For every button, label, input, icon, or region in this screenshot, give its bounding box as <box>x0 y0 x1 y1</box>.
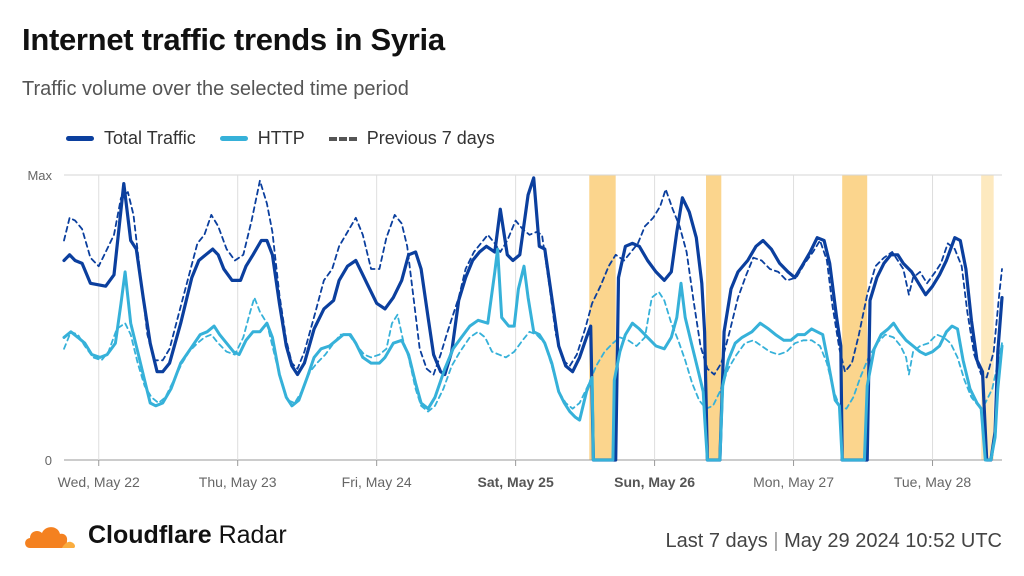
footer-meta: Last 7 days | May 29 2024 10:52 UTC <box>665 530 1002 553</box>
chart-title: Internet traffic trends in Syria <box>22 22 445 57</box>
outage-band-1 <box>706 175 722 460</box>
y-tick-label-max: Max <box>27 168 52 183</box>
date-range-label: Last 7 days <box>665 530 768 552</box>
series-line-previous-7-days-http <box>63 291 1003 413</box>
legend-label-total-traffic: Total Traffic <box>104 128 196 148</box>
legend-item-http[interactable]: HTTP <box>219 128 305 149</box>
x-tick-label-4: Sun, May 26 <box>614 474 695 490</box>
x-tick-label-2: Fri, May 24 <box>342 474 412 490</box>
series-line-total-traffic <box>62 176 1004 462</box>
cloudflare-logo-icon <box>25 526 75 548</box>
outage-band-2 <box>842 175 868 460</box>
x-tick-label-1: Thu, May 23 <box>199 474 277 490</box>
legend-swatch-http <box>219 136 248 141</box>
traffic-chart[interactable]: Max 0 Wed, May 22 Thu, May 23 Fri, May 24 Sat… <box>0 160 1024 500</box>
legend-swatch-total-traffic <box>66 136 94 141</box>
outage-bands <box>589 175 994 460</box>
x-tick-label-0: Wed, May 22 <box>58 474 140 490</box>
brand-name: Cloudflare Radar <box>88 521 287 550</box>
footer-timestamp: May 29 2024 10:52 UTC <box>784 530 1002 552</box>
footer-separator: | <box>767 530 785 552</box>
footer-brand[interactable]: Cloudflare Radar <box>22 521 287 550</box>
legend-label-previous-7-days: Previous 7 days <box>366 128 495 148</box>
brand-name-bold: Cloudflare <box>88 521 212 549</box>
chart-legend: Total Traffic HTTP Previous 7 days <box>66 128 495 149</box>
x-tick-label-6: Tue, May 28 <box>894 474 972 490</box>
legend-swatch-previous-7-days <box>328 136 357 141</box>
x-tick-label-5: Mon, May 27 <box>753 474 834 490</box>
series-line-previous-7-days <box>63 179 1003 379</box>
chart-subtitle: Traffic volume over the selected time pe… <box>22 78 409 100</box>
chart-axis: Max 0 Wed, May 22 Thu, May 23 Fri, May 24 Sat… <box>27 168 971 490</box>
legend-item-previous-7-days[interactable]: Previous 7 days <box>328 128 495 149</box>
y-tick-label-min: 0 <box>45 453 52 468</box>
x-tick-label-3: Sat, May 25 <box>477 474 553 490</box>
brand-name-rest: Radar <box>211 521 287 549</box>
chart-series <box>62 176 1004 462</box>
series-line-http <box>62 247 1004 462</box>
legend-item-total-traffic[interactable]: Total Traffic <box>66 128 196 149</box>
legend-label-http: HTTP <box>257 128 305 148</box>
